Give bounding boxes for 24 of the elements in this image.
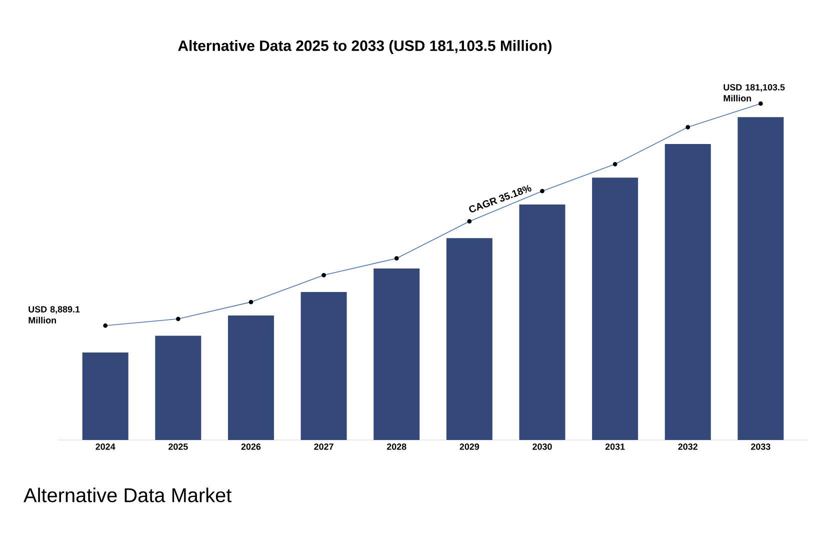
x-tick-label: 2031 [605, 444, 625, 450]
annotation: USD 181,103.5 Million [724, 84, 785, 102]
x-tick-label: 2032 [678, 444, 698, 450]
x-tick-label: 2024 [96, 444, 116, 450]
x-tick-label: 2026 [241, 444, 261, 450]
x-tick-label: 2027 [314, 444, 334, 450]
text: Alternative Data Market [24, 488, 232, 502]
bar [155, 336, 202, 440]
x-tick-label: 2028 [386, 444, 406, 450]
x-tick-label: 2025 [168, 444, 188, 450]
x-tick-label: 2030 [532, 444, 552, 450]
bar [446, 238, 492, 440]
bar [82, 352, 128, 440]
bar [738, 117, 784, 440]
bar [300, 292, 347, 440]
bar [374, 268, 420, 440]
bar [592, 178, 638, 440]
x-tick-label: 2033 [751, 444, 770, 450]
bar [519, 204, 566, 440]
bar [664, 144, 711, 440]
chart-title: Alternative Data 2025 to 2033 (USD 181,103.5 Million) [178, 40, 552, 54]
bar [228, 316, 274, 440]
annotation: USD 8,889.1 Million [28, 306, 80, 324]
x-tick-label: 2029 [460, 444, 480, 450]
